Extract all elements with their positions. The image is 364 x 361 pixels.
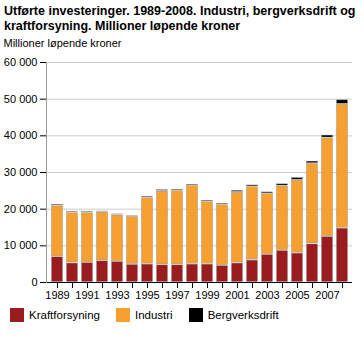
svg-text:2001: 2001 xyxy=(225,289,249,301)
svg-text:10 000: 10 000 xyxy=(4,239,38,251)
html-text:Kraftforsyning: Kraftforsyning xyxy=(29,309,100,321)
svg-text:50 000: 50 000 xyxy=(4,93,38,105)
svg-text:30 000: 30 000 xyxy=(4,166,38,178)
html-text:Bergverksdrift: Bergverksdrift xyxy=(207,309,279,321)
svg-text:2003: 2003 xyxy=(255,289,279,301)
html-text:Utførte investeringer. 1989-20: Utførte investeringer. 1989-2008. Indust… xyxy=(4,4,356,33)
svg-text:0: 0 xyxy=(31,276,37,288)
html-text:Industri: Industri xyxy=(135,309,173,321)
svg-text:60 000: 60 000 xyxy=(4,56,38,68)
svg-text:1999: 1999 xyxy=(195,289,219,301)
svg-text:1995: 1995 xyxy=(135,289,159,301)
svg-text:1989: 1989 xyxy=(45,289,69,301)
svg-text:40 000: 40 000 xyxy=(4,129,38,141)
svg-text:2007: 2007 xyxy=(315,289,339,301)
svg-text:1993: 1993 xyxy=(105,289,129,301)
svg-text:2005: 2005 xyxy=(285,289,309,301)
svg-text:1997: 1997 xyxy=(165,289,189,301)
svg-text:20 000: 20 000 xyxy=(4,203,38,215)
svg-text:1991: 1991 xyxy=(75,289,99,301)
svg-text:Millioner løpende kroner: Millioner løpende kroner xyxy=(4,37,122,49)
